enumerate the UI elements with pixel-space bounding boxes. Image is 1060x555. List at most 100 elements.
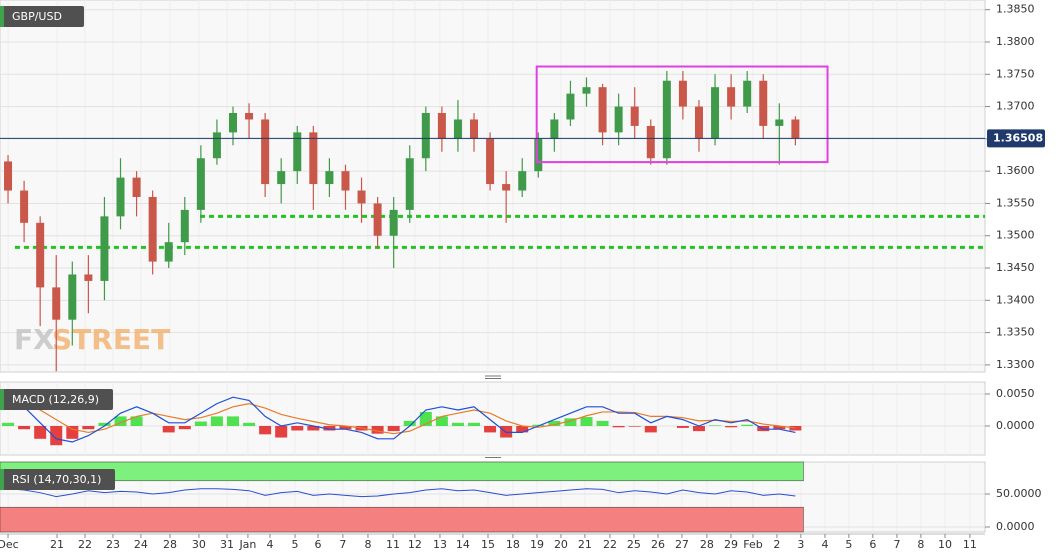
macd-histogram-bar <box>18 426 31 430</box>
x-tick-label: 22 <box>78 538 92 551</box>
candle-body <box>148 196 157 262</box>
x-tick-label: 12 <box>408 538 422 551</box>
macd-histogram-bar <box>178 426 191 430</box>
y-tick-label: 1.3400 <box>996 293 1035 306</box>
candle-body <box>293 132 302 172</box>
macd-histogram-bar <box>50 426 63 446</box>
macd-histogram-bar <box>516 426 529 433</box>
x-tick-label: Jan <box>238 538 256 551</box>
candle-body <box>180 209 189 243</box>
macd-histogram-bar <box>403 420 416 427</box>
title-accent <box>0 469 4 490</box>
candle-body <box>791 119 800 139</box>
candle-body <box>196 158 205 210</box>
candle-body <box>261 119 270 185</box>
overbought-band <box>0 461 804 482</box>
x-tick-label: 26 <box>651 538 665 551</box>
x-tick-label: 30 <box>192 538 206 551</box>
candle-body <box>775 119 784 126</box>
candle-body <box>662 80 671 159</box>
x-tick-label: 24 <box>134 538 148 551</box>
x-tick-label: 7 <box>339 538 346 551</box>
last-price-label: 1.36508 <box>993 131 1043 144</box>
macd-histogram-bar <box>564 418 577 427</box>
x-tick-label: 28 <box>163 538 177 551</box>
rsi-line <box>7 488 796 498</box>
macd-histogram-bar <box>371 426 384 434</box>
x-tick-label: 2 <box>773 538 780 551</box>
macd-histogram-bar <box>789 426 802 431</box>
x-tick-label: 21 <box>50 538 64 551</box>
candle-body <box>678 80 687 107</box>
candle-body <box>743 80 752 107</box>
macd-histogram-bar <box>725 426 738 428</box>
x-tick-label: 25 <box>627 538 641 551</box>
macd-histogram-bar <box>676 426 689 428</box>
x-tick-label: 11 <box>963 538 977 551</box>
candle-body <box>4 161 13 191</box>
candle-body <box>277 171 286 185</box>
x-tick-label: 8 <box>364 538 371 551</box>
macd-histogram-bar <box>596 420 609 427</box>
candle-body <box>502 184 511 191</box>
macd-histogram-bar <box>451 422 464 427</box>
x-tick-label: Dec <box>0 538 19 551</box>
macd-histogram-bar <box>210 416 223 427</box>
candle-body <box>116 177 125 217</box>
macd-histogram-bar <box>773 426 786 430</box>
macd-histogram-bar <box>2 422 15 427</box>
title-box <box>0 6 84 27</box>
y-tick-label: 1.3850 <box>996 3 1035 16</box>
y-tick-label: 1.3450 <box>996 261 1035 274</box>
x-tick-label: 5 <box>845 538 852 551</box>
title-accent <box>0 6 4 27</box>
candle-body <box>614 106 623 133</box>
candle-body <box>325 171 334 185</box>
panel-title: RSI (14,70,30,1) <box>12 473 101 486</box>
macd-histogram-bar <box>709 425 722 427</box>
candle-body <box>20 190 29 223</box>
candle-body <box>566 93 575 120</box>
macd-histogram-bar <box>307 426 320 431</box>
y-tick-label: 50.0000 <box>996 487 1042 500</box>
y-tick-label: 1.3600 <box>996 164 1035 177</box>
macd-histogram-bar <box>194 421 207 427</box>
y-tick-label: 0.0000 <box>996 520 1035 533</box>
candle-body <box>646 125 655 159</box>
macd-histogram-bar <box>468 422 481 427</box>
candle-body <box>550 119 559 139</box>
macd-histogram-bar <box>291 426 304 431</box>
x-tick-label: 14 <box>456 538 470 551</box>
x-tick-label: 4 <box>266 538 273 551</box>
macd-histogram-bar <box>435 416 448 427</box>
macd-histogram-bar <box>259 426 272 435</box>
x-tick-label: 18 <box>506 538 520 551</box>
candle-body <box>84 274 93 281</box>
candle-body <box>711 87 720 139</box>
macd-histogram-bar <box>580 417 593 427</box>
candle-body <box>100 216 109 281</box>
y-tick-label: 0.0000 <box>996 419 1035 432</box>
candle-body <box>52 287 61 320</box>
y-tick-label: 1.3550 <box>996 196 1035 209</box>
title-accent <box>0 389 4 410</box>
macd-histogram-bar <box>612 426 625 428</box>
macd-histogram-bar <box>243 422 256 427</box>
y-tick-label: 1.3700 <box>996 100 1035 113</box>
candle-body <box>309 132 318 185</box>
candle-body <box>727 87 736 107</box>
x-tick-label: 22 <box>603 538 617 551</box>
x-tick-label: 31 <box>220 538 234 551</box>
macd-histogram-bar <box>692 426 705 432</box>
candle-body <box>437 113 446 139</box>
macd-histogram-bar <box>628 426 641 427</box>
candle-body <box>245 113 254 120</box>
macd-histogram-bar <box>339 426 352 430</box>
candle-body <box>389 209 398 236</box>
macd-histogram-bar <box>387 426 400 432</box>
x-tick-label: 6 <box>869 538 876 551</box>
title-box <box>0 469 115 490</box>
candle-body <box>598 87 607 133</box>
x-tick-label: Feb <box>743 538 762 551</box>
candle-body <box>68 274 77 320</box>
